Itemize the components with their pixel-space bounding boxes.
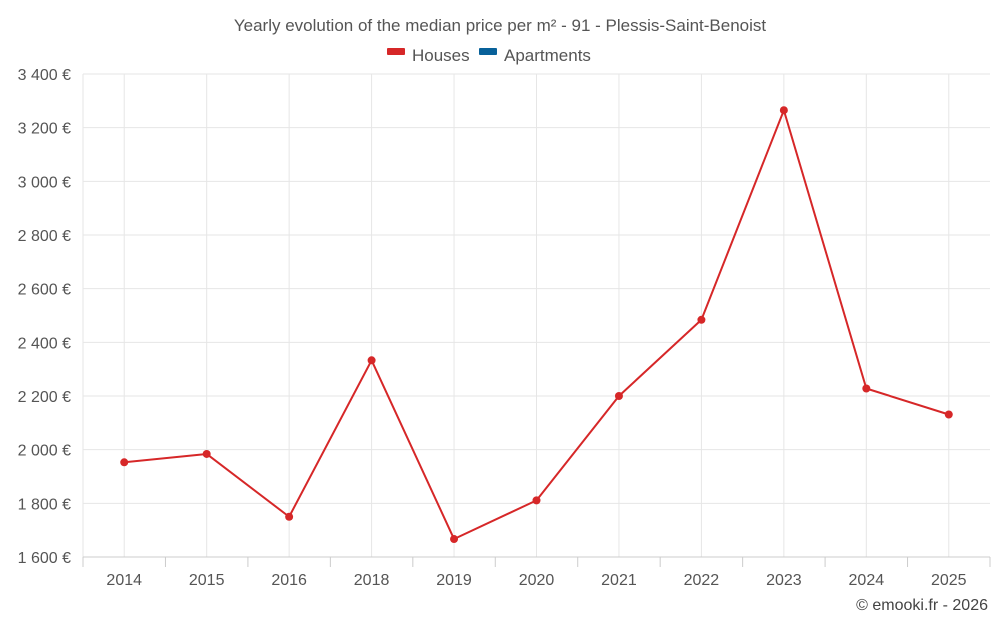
data-point[interactable]: [367, 356, 376, 365]
legend-item-houses[interactable]: Houses: [387, 46, 470, 65]
y-tick-label: 3 200 €: [18, 121, 71, 138]
x-tick-label: 2022: [684, 572, 720, 589]
y-tick-label: 1 600 €: [18, 550, 71, 567]
series: [120, 106, 953, 544]
legend[interactable]: Houses Apartments: [387, 46, 591, 65]
axes: 1 600 € 1 800 € 2 000 € 2 200 € 2 400 € 2 600…: [18, 67, 991, 589]
x-tick-label: 2014: [106, 572, 142, 589]
chart-title: Yearly evolution of the median price per…: [234, 16, 767, 35]
x-tick-label: 2019: [436, 572, 472, 589]
y-tick-label: 2 000 €: [18, 443, 71, 460]
y-tick-label: 3 400 €: [18, 67, 71, 84]
x-tick-label: 2016: [271, 572, 307, 589]
legend-swatch: [479, 48, 497, 55]
credit-text: © emooki.fr - 2026: [856, 597, 988, 614]
x-tick-label: 2023: [766, 572, 802, 589]
x-tick-label: 2025: [931, 572, 967, 589]
y-tick-label: 2 800 €: [18, 228, 71, 245]
x-tick-label: 2015: [189, 572, 225, 589]
data-point[interactable]: [944, 410, 953, 419]
data-point[interactable]: [862, 384, 871, 393]
y-tick-label: 3 000 €: [18, 174, 71, 191]
data-point[interactable]: [532, 496, 541, 505]
data-point[interactable]: [120, 458, 129, 467]
data-point[interactable]: [779, 106, 788, 115]
x-tick-label: 2018: [354, 572, 390, 589]
x-tick-label: 2021: [601, 572, 637, 589]
grid: [82, 73, 990, 557]
data-point[interactable]: [450, 535, 459, 544]
data-point[interactable]: [285, 512, 294, 521]
data-point[interactable]: [202, 449, 211, 458]
legend-label: Apartments: [504, 46, 591, 65]
x-tick-label: 2024: [849, 572, 885, 589]
y-tick-label: 2 400 €: [18, 335, 71, 352]
data-point[interactable]: [614, 392, 623, 400]
y-tick-label: 2 200 €: [18, 389, 71, 406]
y-tick-label: 2 600 €: [18, 282, 71, 299]
y-tick-label: 1 800 €: [18, 496, 71, 513]
x-tick-label: 2020: [519, 572, 555, 589]
legend-swatch: [387, 48, 405, 55]
data-point[interactable]: [697, 315, 706, 324]
legend-label: Houses: [412, 46, 470, 65]
legend-item-apartments[interactable]: Apartments: [479, 46, 591, 65]
